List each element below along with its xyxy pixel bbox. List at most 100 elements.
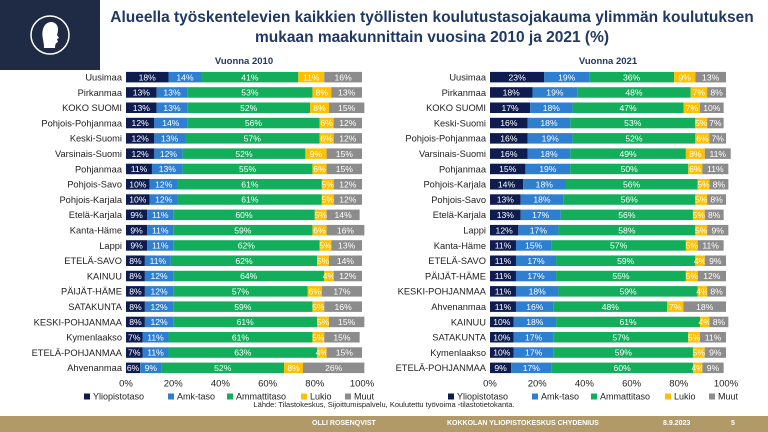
data-label: 12% — [155, 195, 173, 205]
bar-segment — [126, 286, 145, 297]
x-tick-label: 20% — [528, 379, 548, 390]
data-label: 61% — [619, 317, 637, 327]
bar-segment — [182, 148, 306, 159]
bar-segment — [558, 286, 698, 297]
bar-segment — [319, 240, 332, 251]
data-label: 11% — [709, 149, 726, 159]
legend-entry: Amk-taso — [541, 392, 579, 402]
data-label: 58% — [618, 225, 636, 235]
data-label: 10% — [129, 195, 147, 205]
bar-segment — [126, 332, 143, 343]
legend: Yliopistotaso Amk-taso Ammattitaso Lukio Muu… — [448, 392, 739, 402]
data-label: 12% — [339, 118, 357, 128]
category-label: Keski-Suomi — [70, 134, 122, 144]
data-label: 59% — [234, 302, 252, 312]
data-label: 19% — [539, 164, 557, 174]
bar-segment — [490, 71, 545, 83]
data-label: 5% — [317, 317, 330, 327]
bar-segment — [321, 286, 362, 297]
bar-segment — [523, 179, 566, 190]
bar-segment — [707, 117, 724, 129]
bar-segment — [331, 87, 362, 98]
legend-entry: Lukio — [674, 392, 696, 402]
data-label: 9% — [145, 363, 158, 373]
bar-segment — [298, 71, 325, 83]
bar-segment — [142, 347, 169, 358]
data-label: 5% — [695, 195, 708, 205]
bar-segment — [147, 224, 174, 236]
category-label: Pirkanmaa — [78, 88, 123, 98]
data-label: 15% — [499, 164, 517, 174]
data-label: 12% — [160, 149, 178, 159]
bar-segment — [544, 71, 590, 83]
category-label: Kymenlaakso — [66, 333, 122, 343]
bar-segment — [709, 316, 729, 328]
data-label: 4% — [691, 363, 704, 373]
bar-segment — [307, 286, 322, 297]
bar-segment — [558, 224, 696, 236]
data-label: 59% — [619, 286, 637, 296]
x-tick-label: 60% — [258, 379, 278, 390]
bar-segment — [520, 194, 564, 205]
data-label: 6% — [320, 118, 333, 128]
data-label: 26% — [325, 363, 343, 373]
category-label: PÄIJÄT-HÄME — [61, 287, 122, 297]
data-label: 18% — [529, 286, 547, 296]
category-label: Pirkanmaa — [442, 88, 487, 98]
legend-swatch — [168, 393, 174, 400]
bar-segment — [527, 117, 571, 129]
data-label: 13% — [497, 195, 515, 205]
data-label: 5% — [693, 348, 706, 358]
bar-segment — [490, 316, 514, 328]
bar-segment — [704, 347, 726, 358]
data-label: 4% — [323, 271, 336, 281]
data-label: 8% — [129, 271, 142, 281]
data-label: 13% — [133, 103, 151, 113]
bar-segment — [551, 362, 693, 374]
bar-segment — [126, 301, 145, 312]
data-label: 56% — [618, 210, 636, 220]
bar-segment — [490, 362, 512, 374]
data-label: 8% — [129, 256, 142, 266]
data-label: 11% — [495, 302, 512, 312]
bar-segment — [126, 148, 155, 159]
bar-segment — [126, 194, 150, 205]
bar-segment — [333, 179, 362, 190]
bar-segment — [513, 332, 554, 343]
category-label: KOKO SUOMI — [426, 103, 486, 113]
bar-segment — [563, 194, 696, 205]
bar-segment — [326, 148, 362, 159]
x-tick-label: 0% — [483, 379, 497, 390]
bar-segment — [570, 163, 689, 175]
bar-segment — [490, 347, 514, 358]
data-label: 10% — [493, 332, 511, 342]
bar-segment — [154, 133, 185, 144]
x-tick-label: 40% — [211, 379, 231, 390]
bar-segment — [697, 286, 708, 297]
bar-segment — [326, 224, 365, 236]
data-label: 16% — [526, 302, 544, 312]
legend-swatch — [709, 393, 715, 400]
bar-segment — [142, 332, 169, 343]
data-label: 62% — [238, 241, 256, 251]
data-label: 8% — [316, 88, 329, 98]
data-label: 9% — [130, 241, 143, 251]
bar-segment — [126, 163, 152, 175]
data-label: 11% — [702, 241, 719, 251]
data-label: 56% — [245, 118, 263, 128]
bar-segment — [156, 87, 188, 98]
footer-bar: OLLI ROSENQVIST KOKKOLAN YLIOPISTOKESKUS… — [0, 416, 768, 432]
source-note: Lähde: Tilastokeskus, Sijoittumispalvelu… — [253, 400, 515, 409]
bar-segment — [695, 224, 708, 236]
bar-segment — [126, 362, 141, 374]
bar-segment — [515, 286, 559, 297]
bar-segment — [333, 194, 362, 205]
bar-segment — [177, 194, 322, 205]
bar-segment — [173, 240, 320, 251]
legend-swatch — [591, 393, 597, 400]
category-label: ETELÄ-POHJANMAA — [32, 348, 123, 358]
x-tick-label: 40% — [575, 379, 595, 390]
data-label: 53% — [241, 88, 259, 98]
legend-entry: Muut — [354, 392, 375, 402]
bar-segment — [674, 71, 696, 83]
